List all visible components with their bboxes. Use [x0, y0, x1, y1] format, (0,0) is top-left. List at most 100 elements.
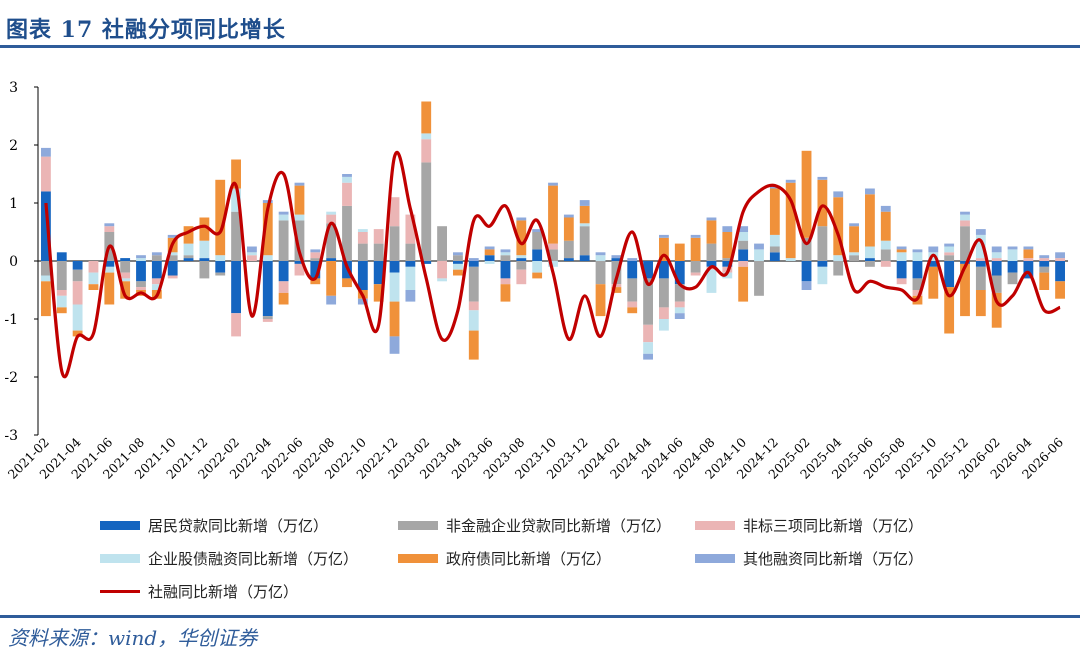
bar-segment [262, 200, 273, 203]
bar-segment [120, 261, 131, 273]
y-tick-label: 2 [9, 138, 18, 154]
bar-segment [104, 272, 115, 305]
bar-segment [643, 353, 653, 360]
bar-segment [120, 258, 131, 261]
figure-title: 图表 17 社融分项同比增长 [6, 17, 286, 43]
bar-segment [231, 188, 241, 212]
bar-segment [1023, 246, 1034, 250]
bar-segment [41, 147, 51, 157]
y-tick-label: -1 [4, 312, 18, 328]
bar-segment [357, 229, 368, 232]
bar-segment [738, 226, 749, 232]
bar-segment [738, 261, 749, 267]
legend-item: 非金融企业贷款同比新增（万亿） [398, 515, 671, 536]
bar-segment [373, 284, 384, 302]
bar-segment [278, 220, 289, 261]
chart-legend: 居民贷款同比新增（万亿） 非金融企业贷款同比新增（万亿） 非标三项同比新增（万亿） 企… [0, 505, 1080, 613]
bar-segment [1039, 266, 1050, 273]
bar-segment [595, 252, 606, 256]
bar-segment [389, 272, 400, 302]
bar-segment [72, 261, 83, 270]
y-tick-label: 0 [9, 254, 18, 270]
bar-segment [849, 255, 859, 261]
bar-segment [516, 220, 527, 256]
bar-segment [136, 261, 146, 282]
bar-segment [548, 261, 558, 267]
bar-segment [627, 258, 638, 261]
bar-segment [865, 258, 875, 261]
bar-segment [706, 269, 717, 293]
bar-segment [500, 284, 511, 302]
legend-item: 非标三项同比新增（万亿） [695, 515, 923, 536]
bar-segment [56, 261, 67, 290]
bar-segment [1007, 272, 1018, 285]
bar-segment [421, 261, 432, 264]
bar-segment [896, 246, 907, 250]
bar-segment [373, 261, 384, 285]
bar-segment [500, 261, 511, 279]
bar-segment [278, 261, 289, 282]
bar-segment [247, 252, 257, 256]
bar-segment [136, 255, 146, 259]
chart-bars [41, 101, 1065, 360]
bar-segment [1007, 246, 1018, 250]
bar-segment [960, 226, 970, 261]
bar-segment [579, 255, 590, 261]
bar-segment [500, 255, 511, 261]
legend-swatch [398, 554, 438, 563]
bar-segment [754, 249, 764, 261]
bar-segment [722, 272, 733, 279]
bar-segment [516, 255, 527, 259]
bar-segment [960, 261, 970, 264]
chart-line [44, 151, 1061, 379]
bar-segment [769, 188, 780, 235]
bar-segment [722, 258, 733, 261]
bar-segment [88, 272, 99, 285]
bar-segment [706, 261, 717, 267]
bar-segment [912, 290, 923, 296]
bar-segment [468, 261, 479, 267]
bar-segment [833, 255, 844, 261]
bar-segment [801, 150, 812, 238]
bar-segment [690, 237, 701, 261]
bar-segment [389, 197, 400, 227]
bar-segment [120, 281, 131, 299]
legend-label: 居民贷款同比新增（万亿） [148, 517, 329, 535]
bar-segment [627, 307, 638, 314]
bar-segment [56, 307, 67, 314]
bar-segment [833, 197, 844, 256]
bar-segment [960, 211, 970, 215]
bar-segment [183, 255, 194, 259]
bar-segment [563, 258, 574, 261]
bar-segment [72, 330, 83, 337]
bar-segment [120, 272, 131, 279]
legend-item: 政府债同比新增（万亿） [398, 548, 611, 569]
legend-item: 企业股债融资同比新增（万亿） [100, 548, 358, 569]
legend-swatch [100, 554, 140, 563]
legend-label: 其他融资同比新增（万亿） [743, 550, 924, 568]
legend-label: 非标三项同比新增（万亿） [743, 517, 924, 535]
bar-segment [389, 336, 400, 354]
bar-segment [199, 261, 210, 279]
bar-segment [41, 261, 51, 276]
bar-segment [373, 229, 384, 244]
bar-segment [754, 261, 764, 296]
bar-segment [342, 182, 352, 206]
bar-segment [659, 278, 669, 308]
bar-segment [1007, 249, 1018, 261]
legend-swatch [100, 590, 140, 593]
bar-segment [595, 255, 606, 261]
bar-segment [357, 261, 368, 290]
bar-segment [548, 185, 558, 244]
bar-segment [500, 249, 511, 253]
bar-segment [944, 255, 955, 261]
bar-segment [532, 229, 543, 232]
bar-segment [991, 275, 1002, 293]
legend-item: 社融同比新增（万亿） [100, 581, 298, 602]
bar-segment [468, 310, 479, 331]
bar-segment [389, 226, 400, 261]
bar-segment [468, 301, 479, 311]
legend-swatch [695, 521, 735, 530]
bar-segment [579, 200, 590, 206]
bar-segment [817, 176, 828, 180]
